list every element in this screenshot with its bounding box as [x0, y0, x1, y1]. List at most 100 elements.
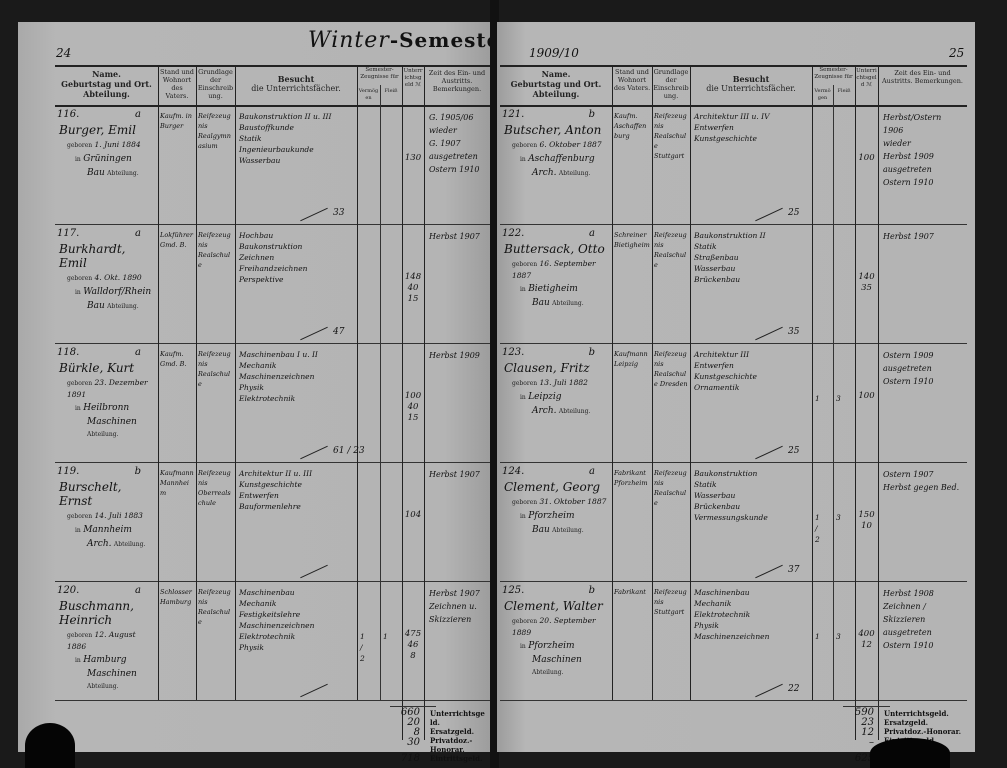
column-rule	[690, 65, 691, 700]
mark-vermoegen: 1/2	[360, 632, 365, 663]
fee-amounts: 100 40 15	[403, 391, 423, 424]
fee-amount: 15	[407, 413, 419, 423]
birth-line: geboren 16. September 1887	[502, 258, 609, 281]
entry-number: 123.	[502, 347, 525, 358]
in-label: in	[75, 405, 81, 412]
department-label: Abteilung.	[107, 303, 139, 310]
column-rule	[855, 65, 856, 740]
department-label: Abteilung.	[532, 669, 564, 676]
total-slash	[300, 445, 328, 460]
subject: Entwerfen	[694, 123, 734, 132]
subject: Maschinenbau	[239, 588, 295, 597]
mark-vermoegen: 1/2	[815, 513, 820, 544]
department-line: Arch. Abteilung.	[502, 167, 609, 179]
subjects-list: Baukonstruktion II Statik Straßenbau Wasser…	[694, 230, 808, 285]
fee-amount: 150	[858, 510, 875, 520]
row-divider	[500, 700, 967, 701]
department-line: Maschinen Abteilung.	[57, 668, 155, 692]
row-divider	[500, 343, 967, 344]
remark-line: Ostern 1910	[883, 178, 934, 187]
mark-fleiss: 1	[383, 632, 388, 641]
fee-amount: 40	[407, 402, 419, 412]
row-divider	[55, 462, 490, 463]
number-line: 117. a	[57, 228, 155, 240]
name-block: 119. b Burschelt, Ernst geboren 14. Juli 18…	[57, 466, 155, 550]
column-rule	[612, 65, 613, 700]
fee-total-label: Privatdoz.-Honorar.	[430, 736, 473, 754]
fee-amounts: 100	[856, 391, 877, 402]
department-line: Bau Abteilung.	[57, 300, 155, 312]
remarks: Herbst 1907 Zeichnen u. Skizzieren	[429, 587, 487, 626]
subject: Mechanik	[694, 599, 732, 608]
birth-line: geboren 14. Juli 1883	[57, 510, 155, 522]
subject: Kunstgeschichte	[694, 372, 757, 381]
fee-amounts: 400 12	[856, 629, 877, 651]
birth-line: geboren 23. Dezember 1891	[57, 377, 155, 400]
entry-class: b	[588, 109, 595, 120]
subject-total: 25	[788, 208, 800, 218]
entry-class: a	[135, 109, 141, 120]
mark-vermoegen: 1	[815, 394, 820, 403]
remarks: G. 1905/06 wieder G. 1907 ausgetreten Ostern…	[429, 111, 487, 176]
remark-line: G. 1907	[429, 139, 461, 148]
subject: Mechanik	[239, 599, 277, 608]
department-line: Maschinen Abteilung.	[502, 654, 609, 678]
entry-class: a	[135, 347, 141, 358]
fee-amounts: 140 35	[856, 272, 877, 294]
fee-amounts: 475 46 8	[403, 629, 423, 662]
subject-total: 22	[788, 684, 800, 694]
total-slash	[755, 207, 783, 222]
remarks: Herbst 1909	[429, 349, 487, 362]
header-stand: Stand und Wohnort des Vaters.	[613, 68, 651, 92]
fee-total-label: Ersatzgeld.	[430, 727, 475, 736]
header-name: Name. Geburtstag und Ort. Abteilung.	[55, 69, 158, 99]
birth-line: geboren 4. Okt. 1890	[57, 272, 155, 284]
header-name-line: Name.	[92, 69, 121, 79]
name-block: 124. a Clement, Georg geboren 31. Oktober 1…	[502, 466, 609, 536]
number-line: 124. a	[502, 466, 609, 478]
header-name: Name. Geburtstag und Ort. Abteilung.	[500, 69, 612, 99]
enrollment-basis: Reifezeugnis Realschule	[654, 231, 687, 269]
in-label: in	[520, 286, 526, 293]
mark-fleiss: 3	[836, 632, 841, 641]
header-fleiss: Fleiß	[837, 88, 851, 94]
born-label: geboren	[67, 275, 93, 282]
department-line: Bau Abteilung.	[57, 167, 155, 179]
remark-line: ausgetreten	[883, 628, 932, 637]
birth-place: Heilbronn	[83, 403, 130, 413]
fee-amount: 12	[861, 640, 872, 650]
column-rule	[235, 65, 236, 700]
subjects-list: Maschinenbau Mechanik Festigkeitslehre Masc…	[239, 587, 353, 653]
entry-class: a	[589, 228, 595, 239]
remark-line: wieder	[429, 126, 457, 135]
father-occupation: Schlosser Hamburg	[160, 588, 192, 606]
fee-total-value: 590	[854, 707, 874, 718]
fee-total-labels: Unterrichtsgeld. Ersatzgeld. Privatdoz.-Ho…	[430, 709, 486, 763]
remark-line: Herbst 1907	[429, 232, 480, 241]
student-name: Clement, Georg	[504, 480, 601, 494]
number-line: 120. a	[57, 585, 155, 597]
enrollment-basis: Reifezeugnis Realschule	[198, 588, 231, 626]
place-line: in Hamburg	[57, 654, 155, 666]
subject: Kunstgeschichte	[239, 480, 302, 489]
header-name-line: Abteilung.	[83, 89, 130, 99]
fee-total-value: 12	[861, 727, 874, 738]
header-geld: Unterrichtsgeld ℳ	[856, 68, 877, 88]
entry-class: a	[135, 585, 141, 596]
subject-total: 33	[333, 208, 345, 218]
row-divider	[500, 224, 967, 225]
birth-place: Pforzheim	[528, 641, 575, 651]
birth-line: geboren 31. Oktober 1887	[502, 496, 609, 508]
subjects-list: Architektur III Entwerfen Kunstgeschichte O…	[694, 349, 808, 393]
department: Bau	[87, 301, 105, 311]
department-line: Maschinen Abteilung.	[57, 416, 155, 440]
total-slash	[755, 683, 783, 698]
subject: Elektrotechnik	[239, 394, 296, 403]
subject-total: 25	[788, 446, 800, 456]
column-rule	[158, 65, 159, 700]
total-slash	[300, 564, 328, 579]
birth-date: 16. September 1887	[512, 259, 596, 280]
student-name: Burger, Emil	[59, 123, 136, 137]
header-bottom-rule	[500, 105, 967, 107]
row-divider	[55, 700, 490, 701]
